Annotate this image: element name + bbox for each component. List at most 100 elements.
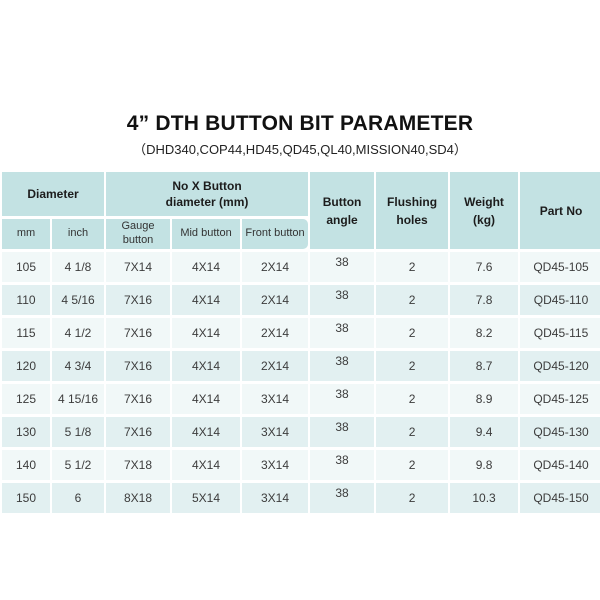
- table-header: Diameter No X Button diameter (mm) Butto…: [2, 172, 600, 249]
- cell-part: QD45-130: [520, 417, 600, 447]
- cell-angle: 38: [310, 351, 375, 381]
- cell-mid: 5X14: [172, 483, 241, 513]
- cell-weight: 10.3: [450, 483, 519, 513]
- cell-weight: 9.4: [450, 417, 519, 447]
- cell-holes: 2: [376, 384, 449, 414]
- table-row: 115 4 1/2 7X16 4X14 2X14 38 2 8.2 QD45-115: [2, 318, 600, 348]
- table-row: 125 4 15/16 7X16 4X14 3X14 38 2 8.9 QD45-125: [2, 384, 600, 414]
- cell-gauge: 7X18: [106, 450, 171, 480]
- cell-inch: 4 1/2: [52, 318, 105, 348]
- cell-front: 3X14: [242, 483, 309, 513]
- cell-holes: 2: [376, 285, 449, 315]
- cell-front: 3X14: [242, 384, 309, 414]
- cell-inch: 4 5/16: [52, 285, 105, 315]
- cell-inch: 4 15/16: [52, 384, 105, 414]
- cell-gauge: 7X16: [106, 417, 171, 447]
- cell-weight: 8.2: [450, 318, 519, 348]
- cell-inch: 5 1/2: [52, 450, 105, 480]
- table-row: 130 5 1/8 7X16 4X14 3X14 38 2 9.4 QD45-130: [2, 417, 600, 447]
- cell-front: 2X14: [242, 252, 309, 282]
- cell-front: 2X14: [242, 285, 309, 315]
- cell-holes: 2: [376, 483, 449, 513]
- cell-part: QD45-105: [520, 252, 600, 282]
- header-weight: Weight (kg): [450, 172, 519, 249]
- header-diameter: Diameter: [2, 172, 105, 216]
- cell-part: QD45-140: [520, 450, 600, 480]
- cell-mm: 115: [2, 318, 50, 348]
- cell-part: QD45-125: [520, 384, 600, 414]
- cell-holes: 2: [376, 252, 449, 282]
- cell-inch: 6: [52, 483, 105, 513]
- header-gauge-button: Gauge button: [106, 219, 171, 249]
- cell-angle: 38: [310, 483, 375, 513]
- cell-mid: 4X14: [172, 450, 241, 480]
- cell-mm: 105: [2, 252, 50, 282]
- header-no-x-button: No X Button diameter (mm): [106, 172, 309, 216]
- cell-holes: 2: [376, 417, 449, 447]
- cell-weight: 7.6: [450, 252, 519, 282]
- cell-mm: 130: [2, 417, 50, 447]
- cell-mid: 4X14: [172, 252, 241, 282]
- table-row: 110 4 5/16 7X16 4X14 2X14 38 2 7.8 QD45-110: [2, 285, 600, 315]
- page-subtitle: （DHD340,COP44,HD45,QD45,QL40,MISSION40,S…: [133, 142, 467, 157]
- cell-mid: 4X14: [172, 351, 241, 381]
- cell-part: QD45-150: [520, 483, 600, 513]
- header-part-no: Part No: [520, 172, 600, 249]
- cell-gauge: 8X18: [106, 483, 171, 513]
- cell-gauge: 7X14: [106, 252, 171, 282]
- cell-angle: 38: [310, 384, 375, 414]
- cell-inch: 5 1/8: [52, 417, 105, 447]
- header-inch: inch: [52, 219, 105, 249]
- table-row: 105 4 1/8 7X14 4X14 2X14 38 2 7.6 QD45-105: [2, 252, 600, 282]
- cell-mm: 120: [2, 351, 50, 381]
- header-no-x-button-line2: diameter (mm): [165, 195, 249, 209]
- cell-mm: 140: [2, 450, 50, 480]
- page-title: 4” DTH BUTTON BIT PARAMETER: [126, 112, 474, 135]
- cell-front: 3X14: [242, 417, 309, 447]
- header-group-row: Diameter No X Button diameter (mm) Butto…: [2, 172, 600, 249]
- cell-part: QD45-110: [520, 285, 600, 315]
- cell-part: QD45-120: [520, 351, 600, 381]
- cell-gauge: 7X16: [106, 351, 171, 381]
- cell-inch: 4 1/8: [52, 252, 105, 282]
- cell-holes: 2: [376, 450, 449, 480]
- cell-mid: 4X14: [172, 318, 241, 348]
- cell-inch: 4 3/4: [52, 351, 105, 381]
- header-mid-button: Mid button: [172, 219, 241, 249]
- table-row: 150 6 8X18 5X14 3X14 38 2 10.3 QD45-150: [2, 483, 600, 513]
- table-row: 120 4 3/4 7X16 4X14 2X14 38 2 8.7 QD45-120: [2, 351, 600, 381]
- cell-weight: 8.9: [450, 384, 519, 414]
- cell-mid: 4X14: [172, 285, 241, 315]
- cell-mid: 4X14: [172, 384, 241, 414]
- cell-gauge: 7X16: [106, 318, 171, 348]
- header-no-x-button-line1: No X Button: [172, 178, 242, 193]
- cell-holes: 2: [376, 351, 449, 381]
- cell-angle: 38: [310, 417, 375, 447]
- header-sub-row: mm inch Gauge button Mid button Front bu…: [2, 219, 600, 249]
- cell-angle: 38: [310, 285, 375, 315]
- cell-angle: 38: [310, 252, 375, 282]
- cell-weight: 7.8: [450, 285, 519, 315]
- cell-mm: 110: [2, 285, 50, 315]
- cell-weight: 9.8: [450, 450, 519, 480]
- header-mm: mm: [2, 219, 50, 249]
- cell-front: 3X14: [242, 450, 309, 480]
- cell-gauge: 7X16: [106, 285, 171, 315]
- cell-part: QD45-115: [520, 318, 600, 348]
- cell-mid: 4X14: [172, 417, 241, 447]
- cell-front: 2X14: [242, 351, 309, 381]
- cell-holes: 2: [376, 318, 449, 348]
- table-row: 140 5 1/2 7X18 4X14 3X14 38 2 9.8 QD45-140: [2, 450, 600, 480]
- cell-angle: 38: [310, 450, 375, 480]
- cell-mm: 150: [2, 483, 50, 513]
- cell-angle: 38: [310, 318, 375, 348]
- parameter-table: Diameter No X Button diameter (mm) Butto…: [0, 169, 600, 516]
- table-body: 105 4 1/8 7X14 4X14 2X14 38 2 7.6 QD45-105 110 4 5…: [2, 252, 600, 513]
- cell-mm: 125: [2, 384, 50, 414]
- header-flushing-holes: Flushing holes: [376, 172, 449, 249]
- header-button-angle: Button angle: [310, 172, 375, 249]
- cell-gauge: 7X16: [106, 384, 171, 414]
- cell-front: 2X14: [242, 318, 309, 348]
- header-front-button: Front button: [242, 219, 309, 249]
